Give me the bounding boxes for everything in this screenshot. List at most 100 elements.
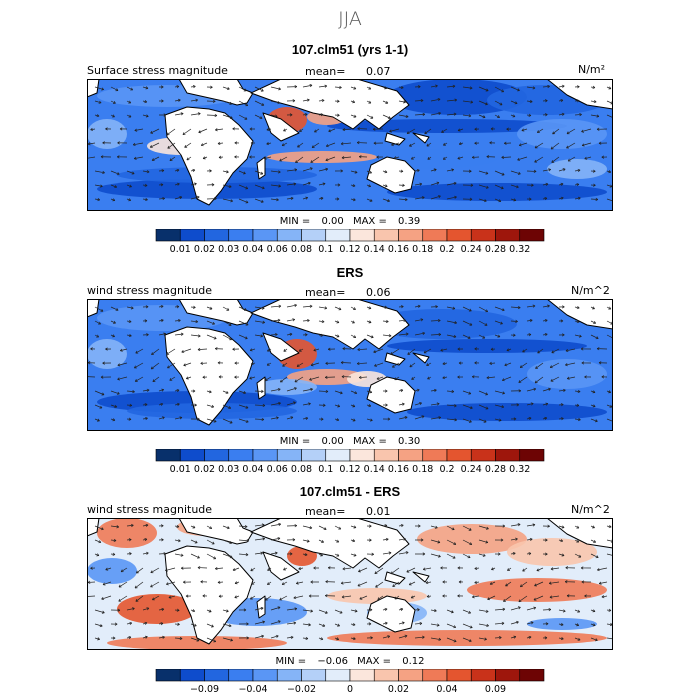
panel-3-min-value: −0.06 — [317, 656, 348, 667]
stress-arrow-head — [500, 321, 503, 324]
stress-arrow-head — [469, 86, 473, 89]
stress-arrow — [296, 581, 304, 584]
stress-arrow-head — [145, 306, 149, 309]
stress-arrow-head — [179, 636, 183, 639]
stress-arrow-head — [249, 128, 253, 131]
stress-arrow — [446, 525, 455, 530]
stress-arrow-head — [129, 405, 133, 407]
stress-arrow-head — [353, 418, 356, 421]
stress-arrow — [342, 128, 352, 131]
continent-outline — [256, 376, 266, 400]
stress-arrow-head — [324, 84, 328, 87]
stress-arrow-head — [470, 625, 473, 628]
stress-arrow — [238, 320, 249, 326]
stress-arrow-head — [244, 308, 247, 311]
stress-arrow-head — [593, 185, 596, 187]
stress-arrow-head — [435, 306, 438, 309]
stress-arrow — [366, 114, 374, 119]
stress-arrow-head — [549, 595, 553, 598]
stress-arrow — [341, 142, 352, 145]
stress-arrow — [446, 553, 456, 559]
stress-arrow-head — [97, 197, 101, 201]
stress-arrow — [494, 198, 501, 202]
stress-arrow — [409, 362, 416, 368]
stress-arrow-head — [369, 170, 372, 174]
stress-arrow-head — [560, 539, 564, 542]
stress-arrow-head — [369, 392, 372, 394]
stress-arrow — [520, 581, 528, 588]
stress-arrow-head — [369, 538, 372, 541]
stress-arrow — [299, 348, 304, 352]
stress-arrow-head — [596, 127, 600, 130]
stress-arrow-head — [354, 525, 357, 528]
stress-arrow-head — [321, 100, 325, 103]
stress-arrow-head — [470, 100, 474, 103]
stress-arrow-head — [341, 376, 345, 379]
stress-arrow — [206, 320, 215, 325]
stress-arrow — [222, 114, 233, 119]
stress-arrow-head — [232, 347, 235, 350]
stress-arrow-head — [426, 594, 430, 597]
stress-arrow-head — [310, 388, 313, 392]
colorbar-tick-label: 0.06 — [267, 464, 288, 475]
stress-arrow-head — [129, 100, 132, 104]
stress-arrow — [542, 319, 548, 322]
stress-arrow-head — [355, 170, 358, 173]
stress-arrow-head — [562, 388, 566, 391]
colorbar-swatch — [373, 449, 399, 462]
stress-arrow-head — [179, 638, 183, 641]
stress-arrow-head — [561, 418, 564, 421]
stress-arrow-head — [308, 594, 312, 597]
stress-arrow — [489, 362, 496, 364]
stress-arrow-head — [325, 167, 328, 170]
stress-arrow-head — [519, 365, 522, 368]
stress-arrow — [446, 539, 457, 545]
stress-arrow-head — [308, 623, 311, 626]
stress-arrow — [174, 417, 183, 420]
stress-arrow — [150, 567, 160, 573]
stress-arrow — [281, 142, 288, 146]
stress-arrow — [574, 609, 580, 613]
stress-arrow — [374, 362, 384, 367]
stress-arrow-head — [474, 580, 477, 583]
stress-arrow-head — [497, 552, 501, 555]
stress-arrow-head — [310, 387, 313, 390]
stress-arrow-head — [193, 305, 196, 308]
colorbar-swatch — [252, 229, 278, 242]
stress-arrow-head — [341, 157, 345, 160]
stress-arrow — [534, 376, 544, 384]
stress-arrow-head — [562, 306, 565, 309]
stress-arrow-head — [394, 596, 397, 600]
stress-arrow — [518, 595, 528, 603]
stress-arrow-head — [128, 419, 132, 421]
stress-arrow-head — [373, 142, 377, 145]
stress-arrow — [254, 607, 264, 611]
continent-outline — [87, 299, 100, 318]
stress-arrow-head — [145, 199, 148, 202]
stress-arrow — [190, 539, 198, 544]
stress-arrow-head — [561, 84, 565, 87]
stress-arrow-head — [401, 402, 405, 405]
stress-arrow — [494, 637, 502, 639]
stress-arrow-head — [353, 527, 357, 529]
stress-arrow — [110, 170, 120, 175]
stress-arrow-head — [129, 319, 132, 323]
stress-arrow-head — [474, 566, 477, 569]
colorbar-swatch — [373, 229, 399, 242]
stress-arrow-head — [146, 333, 149, 335]
stress-arrow-head — [341, 596, 345, 599]
stress-arrow-head — [438, 195, 441, 199]
stress-arrow-head — [132, 391, 135, 394]
stress-arrow — [270, 620, 281, 625]
stress-arrow-head — [261, 308, 265, 310]
stress-arrow-head — [306, 541, 310, 543]
stress-arrow-head — [290, 635, 294, 638]
stress-arrow-head — [120, 350, 123, 352]
stress-arrow-head — [128, 538, 132, 540]
colorbar-tick-label: 0.02 — [194, 244, 215, 255]
stress-arrow-head — [289, 113, 293, 116]
stress-arrow-head — [434, 389, 437, 392]
stress-arrow-head — [117, 156, 120, 159]
stress-arrow-head — [453, 625, 457, 628]
stress-arrow-head — [491, 567, 494, 570]
